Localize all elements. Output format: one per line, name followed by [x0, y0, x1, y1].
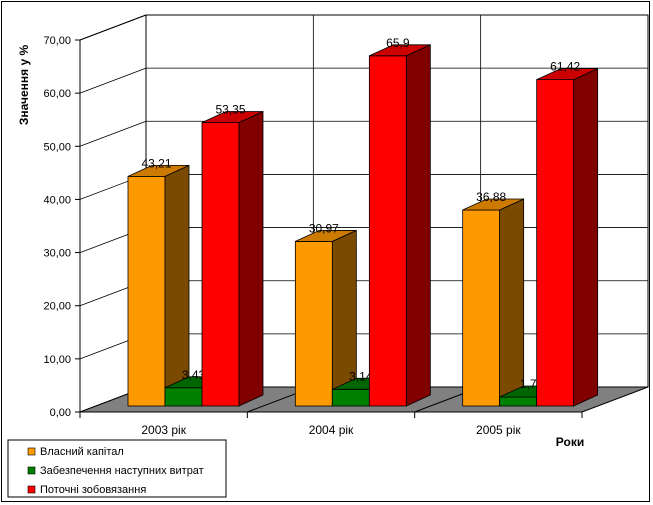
bar-front — [462, 209, 501, 407]
x-tick-label: 2004 рік — [309, 423, 354, 437]
data-label: 30,97 — [309, 221, 339, 235]
data-label: 1,7 — [520, 377, 537, 391]
bar-front — [294, 241, 333, 407]
x-tick-label: 2003 рік — [141, 423, 186, 437]
data-label: 3,14 — [349, 369, 373, 383]
data-label: 65,9 — [386, 36, 410, 50]
y-tick-label: 0,00 — [50, 407, 71, 419]
y-tick-label: 10,00 — [43, 354, 71, 366]
legend-swatch — [27, 485, 36, 494]
bars: 43,21 3,43 53,35 30,97 3,14 65,9 36,88 1,7 61,42 — [127, 36, 599, 407]
legend: Власний капітал Забезпечення наступних ви… — [7, 439, 227, 498]
legend-swatch — [27, 466, 36, 475]
legend-entry: Власний капітал — [40, 446, 124, 458]
y-tick-label: 30,00 — [43, 248, 71, 260]
bar-front — [201, 122, 240, 407]
bar-top — [536, 68, 598, 80]
bar-top — [369, 44, 431, 57]
data-label: 3,43 — [182, 368, 206, 382]
legend-entry: Поточні зобовязання — [40, 484, 146, 496]
data-label: 53,35 — [215, 102, 245, 116]
bar-front — [368, 55, 407, 407]
y-tick-label: 50,00 — [43, 141, 71, 153]
data-label: 36,88 — [476, 190, 506, 204]
bar-top — [295, 230, 357, 242]
bar-front — [499, 396, 538, 407]
legend-swatch — [27, 447, 36, 456]
bar-top — [462, 198, 524, 211]
y-axis-title: Значення у % — [17, 45, 31, 126]
bar-side — [405, 44, 431, 407]
gridline-side — [79, 120, 147, 147]
x-axis: 2003 рік 2004 рік 2005 рік — [79, 411, 583, 437]
bar-1-3 — [462, 198, 525, 407]
y-tick-label: 60,00 — [43, 88, 71, 100]
gridline-side — [79, 14, 147, 41]
bar-front — [164, 387, 203, 407]
data-label: 61,42 — [550, 60, 580, 74]
legend-box — [7, 439, 227, 498]
y-tick-label: 70,00 — [43, 35, 71, 47]
bar-side — [238, 110, 264, 407]
bar-1-1 — [127, 164, 190, 407]
bar-top — [201, 111, 264, 123]
y-tick-label: 20,00 — [43, 301, 71, 313]
y-tick-label: 40,00 — [43, 194, 71, 206]
bar-side — [573, 67, 599, 407]
bar-3-2 — [368, 44, 431, 407]
data-label: 43,21 — [141, 156, 171, 170]
bar-3-1 — [201, 110, 264, 407]
gridline-side — [79, 67, 147, 94]
x-tick-label: 2005 рік — [476, 423, 521, 437]
bar-side — [499, 198, 525, 407]
bar-3-3 — [536, 67, 599, 407]
bar-top — [127, 164, 190, 177]
x-axis-title: Роки — [556, 435, 584, 449]
bar-front — [536, 79, 575, 407]
bar-front — [127, 175, 166, 407]
y-axis: 0,00 10,00 20,00 30,00 40,00 50,00 60,00 70,00 — [43, 35, 80, 419]
bar-front — [331, 388, 370, 407]
bar-1-2 — [294, 229, 357, 407]
legend-entry: Забезпечення наступних витрат — [40, 465, 204, 477]
